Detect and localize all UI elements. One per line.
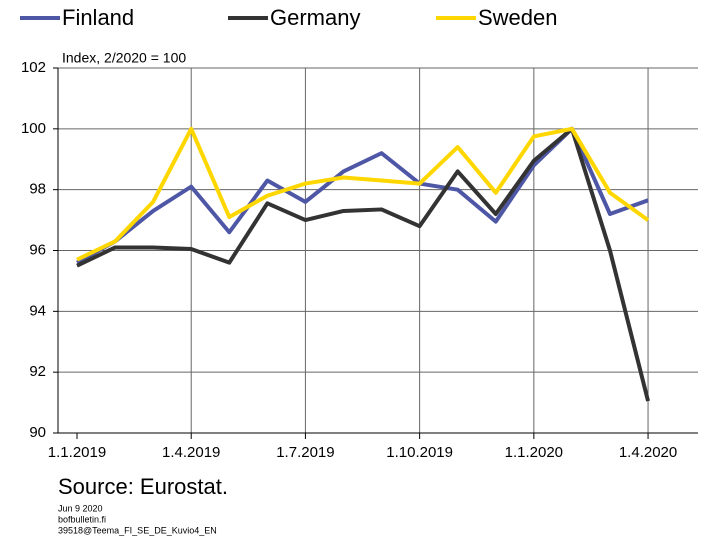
y-tick-label: 100: [21, 120, 46, 137]
y-tick-label: 92: [29, 363, 46, 380]
y-tick-label: 102: [21, 59, 46, 76]
y-tick-label: 90: [29, 424, 46, 441]
source: Source: Eurostat.: [58, 474, 228, 499]
legend-label: Germany: [270, 5, 360, 30]
annotation: Index, 2/2020 = 100: [62, 50, 186, 66]
line-series: [76, 126, 650, 262]
x-tick-label: 1.4.2019: [162, 444, 220, 461]
footnote: bofbulletin.fi: [58, 514, 106, 524]
legend-label: Sweden: [478, 5, 558, 30]
legend-label: Finland: [62, 5, 134, 30]
x-tick-label: 1.1.2019: [48, 444, 106, 461]
x-tick-label: 1.1.2020: [505, 444, 563, 461]
footnote: 39518@Teema_FI_SE_DE_Kuvio4_EN: [58, 525, 217, 535]
line-series: [76, 126, 649, 265]
x-tick-label: 1.10.2019: [386, 444, 453, 461]
x-tick-label: 1.4.2020: [619, 444, 677, 461]
line-series: [76, 126, 650, 402]
y-tick-label: 94: [29, 302, 46, 319]
x-tick-label: 1.7.2019: [276, 444, 334, 461]
y-tick-label: 96: [29, 241, 46, 258]
footnote: Jun 9 2020: [58, 503, 103, 513]
y-tick-label: 98: [29, 181, 46, 198]
